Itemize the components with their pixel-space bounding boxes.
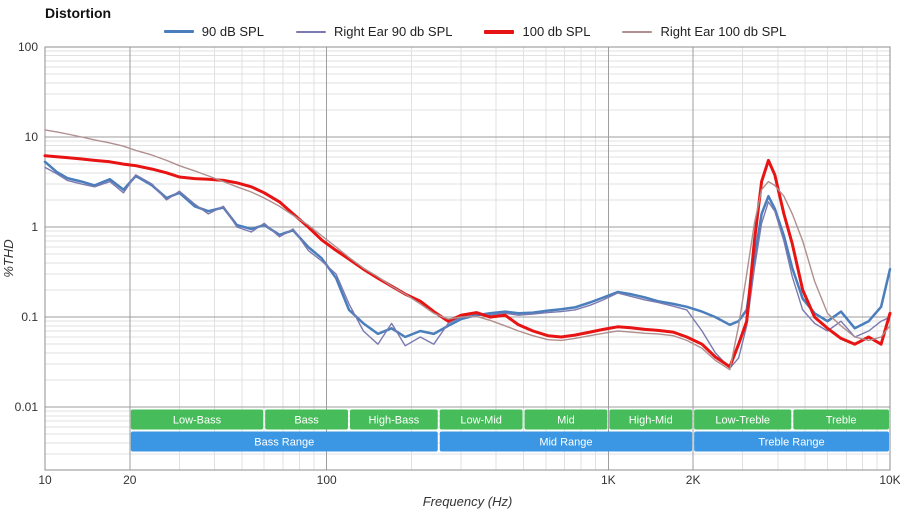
legend-label: Right Ear 90 db SPL <box>333 24 453 39</box>
x-tick-label: 10 <box>38 473 52 487</box>
y-tick-label: 0.01 <box>15 400 39 414</box>
series-lines <box>43 129 892 371</box>
legend-item-100-db-spl[interactable]: 100 db SPL <box>484 24 590 39</box>
band-label: Low-Mid <box>460 415 502 427</box>
sub-band-low-treble <box>694 409 792 430</box>
band-label: Bass Range <box>254 437 314 449</box>
main-band-bass-range <box>130 431 438 452</box>
series-line-90-db-spl <box>43 160 892 339</box>
chart-legend: 90 dB SPL Right Ear 90 db SPL 100 db SPL Ri… <box>60 24 890 39</box>
sub-band-bass <box>265 409 348 430</box>
band-label: Mid Range <box>539 437 592 449</box>
sub-band-low-bass <box>130 409 264 430</box>
frequency-range-bands: Low-Bass Bass High-Bass Low-Mid Mid High-Mid L… <box>130 409 889 452</box>
series-line-100-db-spl <box>43 154 892 369</box>
sub-band-high-mid <box>609 409 693 430</box>
legend-swatch-icon <box>295 30 326 33</box>
x-tick-label: 100 <box>317 473 337 487</box>
x-tick-label: 20 <box>123 473 137 487</box>
band-label: Bass <box>294 415 319 427</box>
x-tick-label: 1K <box>601 473 616 487</box>
x-tick-label: 2K <box>686 473 701 487</box>
sub-band-high-bass <box>349 409 438 430</box>
series-line-right-ear-100-db-spl <box>44 129 891 371</box>
band-label: High-Mid <box>629 415 673 427</box>
band-label: Treble Range <box>758 437 824 449</box>
x-tick-label: 10K <box>879 473 900 487</box>
band-label: Low-Treble <box>715 415 770 427</box>
y-tick-label: 0.1 <box>21 310 38 324</box>
legend-swatch-icon <box>163 30 194 33</box>
sub-band-mid <box>524 409 608 430</box>
series-line-right-ear-90-db-spl <box>44 166 891 369</box>
legend-label: 90 dB SPL <box>201 24 264 39</box>
main-band-mid-range <box>439 431 693 452</box>
y-tick-label: 1 <box>31 220 38 234</box>
band-label: Low-Bass <box>173 415 222 427</box>
legend-item-right-ear-90-db-spl[interactable]: Right Ear 90 db SPL <box>295 24 453 39</box>
band-label: Mid <box>557 415 575 427</box>
band-label: Treble <box>826 415 857 427</box>
band-label: High-Bass <box>368 415 419 427</box>
sub-band-low-mid <box>439 409 523 430</box>
legend-swatch-icon <box>622 30 653 33</box>
y-tick-label: 10 <box>25 130 39 144</box>
legend-item-right-ear-100-db-spl[interactable]: Right Ear 100 db SPL <box>622 24 786 39</box>
gridlines <box>44 46 891 470</box>
page-title: Distortion <box>45 5 112 21</box>
legend-label: 100 db SPL <box>522 24 591 39</box>
legend-item-90-db-spl[interactable]: 90 dB SPL <box>163 24 264 39</box>
legend-swatch-icon <box>484 29 515 34</box>
y-axis-title: %THD <box>1 239 16 277</box>
legend-label: Right Ear 100 db SPL <box>660 24 787 39</box>
x-axis-title: Frequency (Hz) <box>423 494 513 509</box>
main-band-treble-range <box>694 431 889 452</box>
plot-border <box>44 46 891 471</box>
sub-band-treble <box>793 409 889 430</box>
y-tick-label: 100 <box>18 40 38 54</box>
